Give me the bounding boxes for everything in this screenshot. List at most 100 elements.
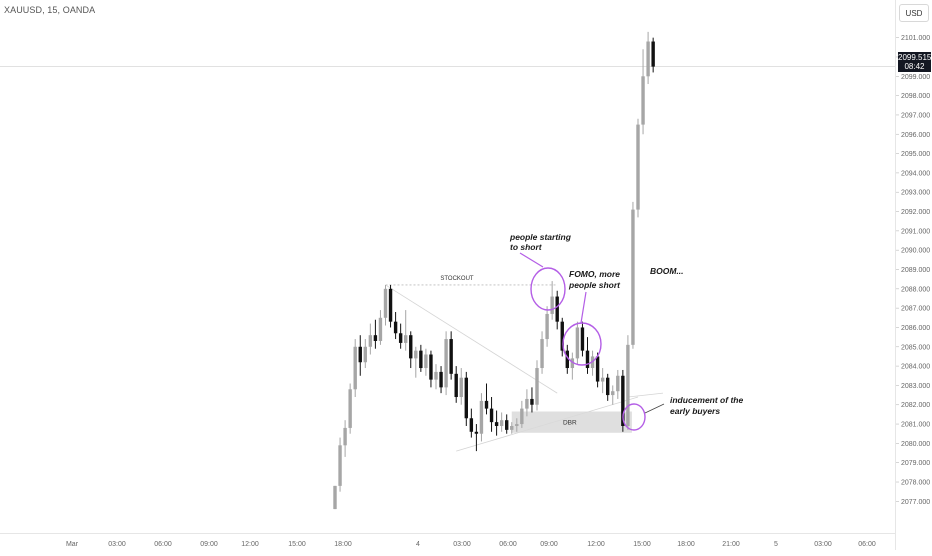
candle-body	[565, 350, 569, 369]
price-scale[interactable]: USD 2101.0002100.0002099.0002098.0002097…	[895, 0, 932, 550]
annotation-inducement-line1: inducement of the	[670, 395, 743, 405]
candle-body	[540, 339, 544, 369]
candle-body	[499, 420, 504, 426]
price-tick-label: 2082.000	[901, 402, 930, 409]
time-tick-label: 4	[416, 541, 420, 548]
price-tick-label: 2091.000	[901, 228, 930, 235]
time-tick-label: 06:00	[858, 541, 876, 548]
candle-body	[373, 335, 378, 341]
trendline-down	[385, 284, 558, 394]
time-tick-label: 03:00	[453, 541, 471, 548]
chart-area[interactable]: XAUUSD, 15, OANDA STOCKOUT DBR people sta…	[0, 0, 895, 533]
time-tick-label: 15:00	[288, 541, 306, 548]
time-tick-label: 09:00	[200, 541, 218, 548]
candle-body	[626, 344, 630, 426]
candle-body	[600, 377, 605, 382]
price-tick-label: 2089.000	[901, 267, 930, 274]
candle-body	[353, 346, 357, 390]
price-tick-label: 2099.000	[901, 74, 930, 81]
time-tick-label: 18:00	[677, 541, 695, 548]
candle-body	[580, 327, 585, 351]
candle-body	[525, 398, 529, 409]
trendline-right	[627, 392, 664, 398]
candle-body	[424, 354, 428, 369]
pointer-fomo	[580, 291, 587, 324]
candle-body	[474, 431, 479, 434]
time-tick-label: 03:00	[814, 541, 832, 548]
price-tick-label: 2090.000	[901, 248, 930, 255]
candle-body	[621, 375, 625, 426]
time-tick-label: 09:00	[540, 541, 558, 548]
candle-body	[383, 288, 388, 318]
candle-body	[449, 339, 453, 374]
time-tick-label: 12:00	[587, 541, 605, 548]
price-tick-label: 2086.000	[901, 325, 930, 332]
candle-body	[489, 408, 494, 423]
annotation-people-starting-line1: people starting	[509, 232, 572, 242]
time-tick-label: 03:00	[108, 541, 126, 548]
candle-body	[651, 41, 655, 67]
annotation-people-starting-line2: to short	[510, 242, 543, 252]
price-tick-label: 2078.000	[901, 480, 930, 487]
price-tick-label: 2081.000	[901, 422, 930, 429]
candles-layer	[333, 31, 655, 510]
price-tick-label: 2083.000	[901, 383, 930, 390]
currency-selector[interactable]: USD	[899, 4, 929, 22]
candle-body	[454, 373, 458, 398]
candle-body	[429, 354, 433, 380]
candle-body	[444, 339, 448, 388]
candle-body	[646, 41, 650, 77]
candle-body	[530, 398, 534, 405]
candle-body	[419, 350, 423, 369]
time-tick-label: 12:00	[241, 541, 259, 548]
price-tick-label: 2080.000	[901, 441, 930, 448]
candle-body	[434, 371, 438, 380]
time-tick-label: 15:00	[633, 541, 651, 548]
drawings-layer: STOCKOUT DBR	[385, 276, 664, 452]
time-tick-label: 5	[774, 541, 778, 548]
circle-people-starting	[530, 267, 566, 311]
time-tick-label: 06:00	[499, 541, 517, 548]
candle-body	[550, 296, 554, 314]
dbr-label: DBR	[563, 420, 577, 427]
price-tick-label: 2088.000	[901, 286, 930, 293]
candle-body	[479, 400, 484, 434]
price-axis: 2101.0002100.0002099.0002098.0002097.000…	[896, 35, 930, 506]
candle-body	[378, 317, 383, 341]
bar-countdown: 08:42	[904, 62, 925, 71]
time-axis: Mar 03:00 06:00 09:00 12:00 15:00 18:00 4 03:00 0…	[66, 541, 876, 548]
candle-body	[616, 375, 620, 392]
pointer-people-starting	[519, 252, 544, 268]
candle-body	[585, 350, 590, 369]
candle-body	[560, 321, 564, 351]
candle-body	[505, 420, 509, 430]
time-tick-label: 18:00	[334, 541, 352, 548]
price-tick-label: 2079.000	[901, 460, 930, 467]
price-tick-label: 2094.000	[901, 170, 930, 177]
price-tick-label: 2101.000	[901, 35, 930, 42]
price-tick-label: 2095.000	[901, 151, 930, 158]
candle-body	[510, 425, 514, 430]
circle-fomo	[562, 322, 602, 366]
price-tick-label: 2096.000	[901, 132, 930, 139]
candle-body	[348, 389, 352, 428]
candle-body	[535, 368, 539, 405]
candle-body	[545, 313, 549, 340]
candle-body	[333, 485, 337, 510]
candle-body	[515, 424, 519, 426]
candle-body	[388, 288, 393, 322]
candle-body	[404, 335, 408, 343]
price-tick-label: 2087.000	[901, 306, 930, 313]
time-tick-label: Mar	[66, 541, 79, 548]
candle-body	[611, 391, 615, 396]
time-scale[interactable]: Mar 03:00 06:00 09:00 12:00 15:00 18:00 4 03:00 0…	[0, 533, 895, 551]
candle-body	[631, 209, 635, 345]
candle-body	[439, 371, 443, 388]
candle-body	[393, 321, 398, 334]
price-tick-label: 2098.000	[901, 93, 930, 100]
annotation-fomo-line2: people short	[568, 280, 621, 290]
price-tick-label: 2084.000	[901, 364, 930, 371]
time-tick-label: 21:00	[722, 541, 740, 548]
